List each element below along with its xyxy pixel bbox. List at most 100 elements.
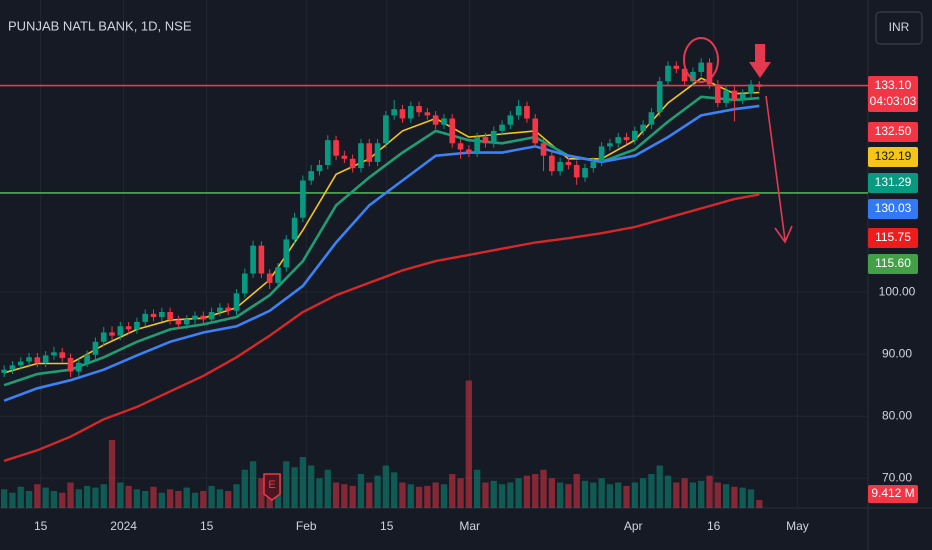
candle-body: [565, 161, 572, 165]
price-tag: [868, 122, 918, 142]
candle-body: [714, 84, 721, 103]
candle-body: [59, 352, 66, 358]
candle-body: [407, 106, 414, 119]
volume-bar: [565, 484, 572, 508]
volume-bar: [9, 492, 16, 508]
volume-bar: [291, 467, 298, 508]
y-tick-label: 80.00: [882, 408, 912, 422]
volume-bar: [233, 484, 240, 508]
candle-body: [200, 315, 207, 320]
candle-body: [300, 180, 306, 218]
candle-body: [349, 158, 356, 169]
volume-bar: [473, 469, 481, 508]
candle-body: [482, 137, 489, 144]
candle-body: [540, 143, 547, 156]
volume-bar: [59, 492, 66, 508]
candle-body: [341, 155, 348, 159]
candle-body: [241, 273, 248, 294]
candle-body: [656, 81, 663, 113]
price-tag: [868, 199, 918, 219]
candle-body: [690, 71, 696, 82]
candle-body: [466, 149, 472, 153]
currency-label[interactable]: INR: [889, 20, 910, 34]
candle-body: [125, 326, 132, 330]
candle-body: [250, 245, 256, 274]
candle-body: [631, 130, 638, 141]
candle-body: [665, 65, 671, 82]
candle-body: [84, 354, 90, 363]
x-tick-label: 15: [200, 519, 214, 533]
candle-body: [416, 106, 422, 113]
volume-bar: [407, 484, 414, 508]
candle-body: [333, 140, 339, 156]
volume-bar: [0, 489, 8, 508]
volume-bar: [490, 480, 497, 508]
x-tick-label: Feb: [296, 519, 317, 533]
volume-bar: [656, 465, 663, 508]
candle-body: [266, 273, 273, 283]
candle-body: [532, 118, 539, 144]
volume-tag-label: 9.412 M: [871, 486, 914, 500]
candle-body: [573, 164, 580, 178]
price-tag: [868, 228, 918, 248]
volume-bar: [183, 487, 190, 508]
candle-body: [92, 341, 99, 355]
candle-body: [748, 84, 754, 94]
y-tick-label: 90.00: [882, 346, 912, 360]
volume-bar: [532, 474, 539, 508]
volume-bar: [689, 482, 697, 508]
candle-body: [457, 143, 464, 150]
volume-bar: [42, 487, 49, 508]
candle-body: [623, 137, 630, 141]
candle-body: [598, 146, 605, 162]
volume-bar: [208, 485, 215, 508]
volume-bar: [332, 482, 340, 508]
annotations: [683, 37, 793, 244]
volume-bar: [498, 484, 506, 508]
volume-bar: [316, 478, 323, 508]
candle-body: [582, 168, 588, 178]
candle-body: [51, 352, 57, 356]
candle-body: [167, 311, 173, 321]
volume-bar: [598, 478, 605, 508]
candle-body: [490, 130, 497, 144]
volume-bar: [424, 485, 431, 508]
volume-bar: [225, 491, 232, 508]
currency-button[interactable]: [875, 11, 923, 45]
moving-average: [3, 95, 760, 387]
volume-bar: [449, 474, 456, 508]
candle-body: [399, 109, 406, 119]
volume-bar: [299, 457, 307, 508]
volume-bar: [117, 482, 124, 508]
volume-bar: [382, 465, 390, 508]
volume-bar: [166, 489, 174, 508]
candle-body: [150, 313, 157, 317]
volume-bar: [100, 484, 107, 508]
candle-body: [258, 245, 265, 274]
volume-bar: [714, 482, 721, 508]
volume-bar: [75, 489, 82, 508]
candle-body: [308, 171, 315, 181]
volume-bar: [698, 480, 705, 508]
x-tick-label: 15: [380, 519, 394, 533]
highlight-circle: [683, 37, 719, 83]
volume-bar: [573, 474, 580, 508]
moving-average: [3, 104, 760, 402]
volume-bar: [673, 482, 680, 508]
volume-bar: [540, 469, 547, 508]
candle-body: [358, 143, 364, 169]
candle-body: [590, 161, 597, 169]
candle-body: [515, 106, 522, 116]
volume-bar: [200, 491, 207, 508]
volume-bar: [308, 465, 315, 508]
volume-bar: [523, 475, 531, 508]
volume-bar: [142, 491, 149, 508]
candle-body: [42, 355, 49, 363]
volume-bar: [548, 478, 555, 508]
moving-averages: [0, 77, 868, 463]
price-tag-label: 132.19: [875, 149, 912, 163]
x-tick-label: May: [786, 519, 809, 533]
candle-body: [26, 357, 32, 362]
price-tag: [868, 76, 918, 112]
